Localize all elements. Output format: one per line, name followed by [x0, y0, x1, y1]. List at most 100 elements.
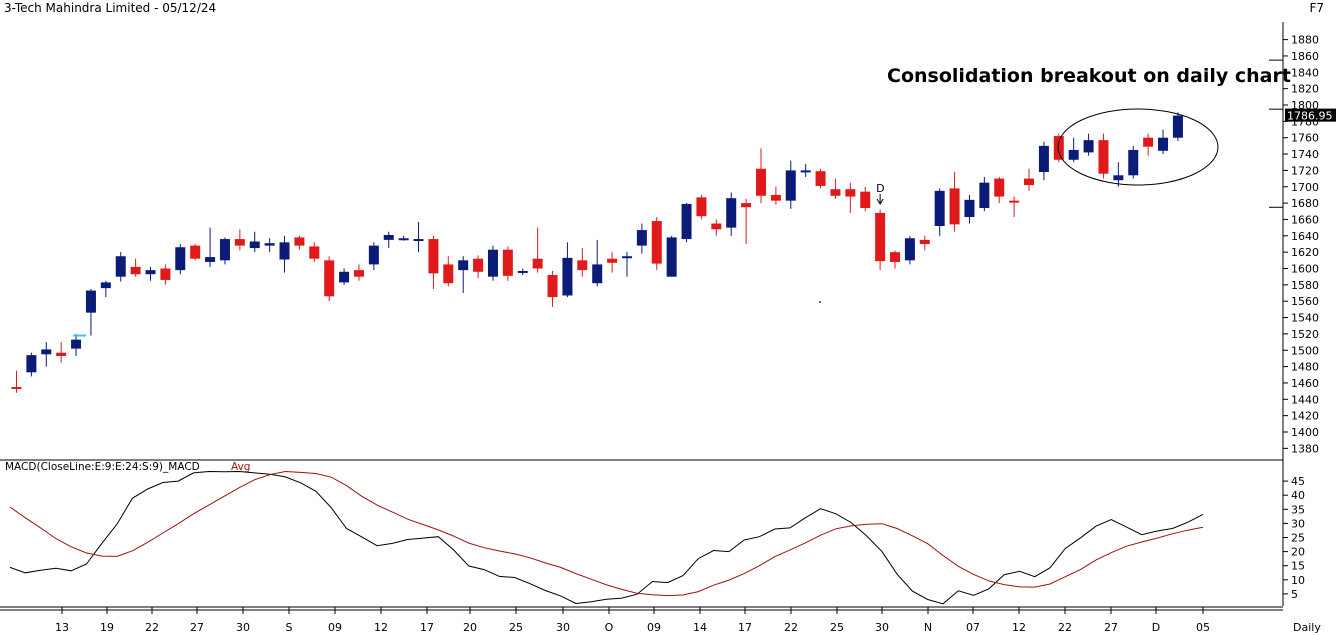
- y-tick-label: 1600: [1291, 263, 1319, 276]
- x-tick-label: 25: [509, 621, 523, 634]
- x-tick-label: 07: [966, 621, 980, 634]
- candle-body: [428, 239, 439, 274]
- y-tick-label: 1720: [1291, 164, 1319, 177]
- x-tick-label: 22: [1058, 621, 1072, 634]
- x-tick-label: 22: [145, 621, 159, 634]
- y-tick-label: 1640: [1291, 230, 1319, 243]
- candle-body: [324, 260, 335, 297]
- candle-body: [607, 258, 618, 263]
- x-tick-label: 13: [55, 621, 69, 634]
- divergence-arrow-head: [876, 198, 884, 205]
- candle-body: [532, 258, 543, 269]
- candle-body: [145, 270, 156, 275]
- candle-body: [919, 239, 930, 244]
- macd-y-tick-label: 30: [1291, 517, 1305, 530]
- x-tick-label: 12: [374, 621, 388, 634]
- candle-body: [800, 170, 811, 173]
- x-tick-label: 25: [830, 621, 844, 634]
- candle-body: [56, 352, 67, 356]
- candle-body: [309, 246, 320, 259]
- candle-body: [711, 223, 722, 230]
- candle-body: [294, 237, 305, 246]
- candle-body: [785, 170, 796, 201]
- y-tick-label: 1520: [1291, 328, 1319, 341]
- last-price-box: [1285, 108, 1336, 122]
- y-tick-label: 1560: [1291, 295, 1319, 308]
- candle-body: [234, 239, 245, 246]
- candle-body: [115, 256, 126, 277]
- candle-body: [279, 242, 290, 260]
- macd-y-tick-label: 15: [1291, 560, 1305, 573]
- candle-body: [383, 234, 394, 240]
- y-tick-label: 1580: [1291, 279, 1319, 292]
- candle-body: [502, 249, 513, 276]
- x-tick-label: 14: [693, 621, 707, 634]
- candle-body: [875, 212, 886, 262]
- macd-legend-title: MACD(CloseLine:E:9:E:24:S:9)_MACD: [5, 461, 200, 473]
- candle-body: [964, 199, 975, 217]
- x-tick-label: 27: [190, 621, 204, 634]
- last-price-label: 1786.95: [1287, 110, 1333, 123]
- candle-body: [368, 245, 379, 265]
- candle-body: [770, 194, 781, 201]
- candle-body: [681, 203, 692, 240]
- candle-body: [11, 387, 22, 390]
- candle-body: [621, 256, 632, 259]
- candle-body: [1128, 149, 1139, 176]
- y-tick-label: 1480: [1291, 361, 1319, 374]
- y-tick-label: 1680: [1291, 197, 1319, 210]
- x-axis-title: Daily: [1293, 621, 1321, 634]
- candle-body: [264, 243, 275, 246]
- candle-body: [815, 171, 826, 186]
- candle-body: [190, 245, 201, 259]
- candle-body: [756, 168, 766, 196]
- candle-body: [458, 260, 469, 271]
- x-tick-label: D: [1152, 621, 1160, 634]
- x-tick-label: N: [924, 621, 932, 634]
- candle-body: [1053, 136, 1064, 160]
- candle-body: [175, 247, 186, 271]
- x-tick-label: 30: [556, 621, 570, 634]
- candle-body: [398, 238, 409, 241]
- y-tick-label: 1460: [1291, 377, 1319, 390]
- macd-legend-avg: Avg: [231, 461, 250, 473]
- candle-body: [949, 188, 960, 225]
- candle-body: [934, 190, 945, 226]
- candle-body: [1009, 200, 1020, 203]
- y-tick-label: 1400: [1291, 426, 1319, 439]
- macd-y-tick-label: 35: [1291, 503, 1305, 516]
- y-tick-label: 1420: [1291, 410, 1319, 423]
- macd-y-tick-label: 10: [1291, 574, 1305, 587]
- candle-body: [1024, 178, 1035, 186]
- x-tick-label: 30: [236, 621, 250, 634]
- x-tick-label: 19: [100, 621, 114, 634]
- y-tick-label: 1880: [1291, 34, 1319, 47]
- candle-body: [741, 203, 752, 208]
- candle-body: [562, 257, 573, 296]
- y-tick-label: 1660: [1291, 213, 1319, 226]
- candle-body: [547, 275, 558, 298]
- candle-body: [219, 239, 230, 261]
- y-tick-label: 1740: [1291, 148, 1319, 161]
- candle-body: [473, 258, 484, 272]
- candle-body: [1172, 115, 1183, 138]
- x-tick-label: 27: [1104, 621, 1118, 634]
- candle-body: [249, 241, 260, 249]
- candle-body: [71, 339, 82, 349]
- y-tick-label: 1760: [1291, 132, 1319, 145]
- candle-body: [904, 238, 915, 261]
- x-tick-label: 12: [1012, 621, 1026, 634]
- divergence-marker-label: D: [876, 182, 884, 195]
- stray-dot: [819, 301, 821, 303]
- candle-body: [443, 264, 454, 284]
- candle-body: [339, 271, 350, 283]
- consolidation-ellipse: [1057, 108, 1219, 186]
- candle-body: [205, 257, 216, 262]
- x-tick-label: O: [605, 621, 614, 634]
- y-tick-label: 1440: [1291, 393, 1319, 406]
- candle-body: [100, 282, 111, 289]
- candle-body: [1143, 137, 1154, 147]
- x-tick-label: 30: [875, 621, 889, 634]
- chart-title: 3-Tech Mahindra Limited - 05/12/24: [4, 1, 217, 15]
